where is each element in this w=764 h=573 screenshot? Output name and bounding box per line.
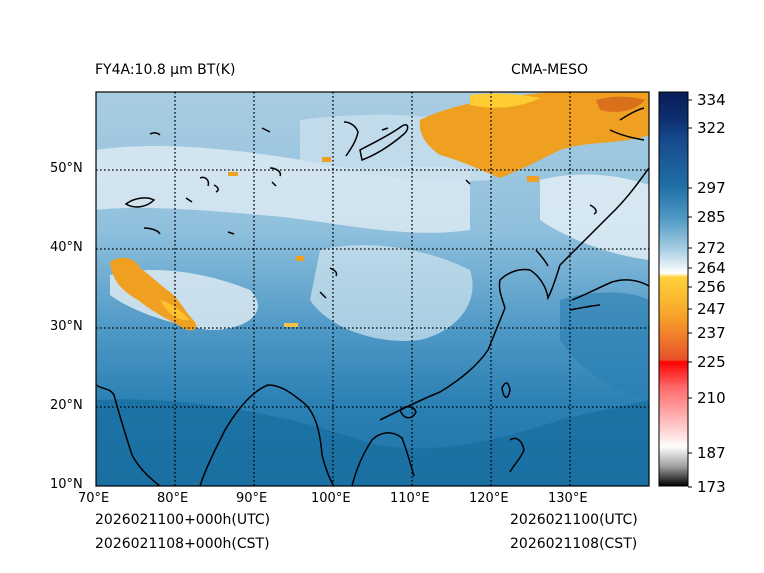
colorbar-label-225: 225 <box>697 353 726 371</box>
lon-tick-70: 70°E <box>78 491 110 506</box>
lat-tick-50: 50°N <box>50 161 83 176</box>
colorbar-label-210: 210 <box>697 389 726 407</box>
colorbar <box>658 91 689 487</box>
lon-tick-110: 110°E <box>390 491 430 506</box>
map-frame <box>95 91 650 487</box>
lat-tick-40: 40°N <box>50 240 83 255</box>
lon-tick-130: 130°E <box>548 491 588 506</box>
brightness-temperature-field <box>96 92 649 486</box>
colorbar-ticks <box>688 99 692 488</box>
colorbar-label-237: 237 <box>697 324 726 342</box>
valid-time-cst: 2026021108(CST) <box>510 536 638 552</box>
lon-tick-90: 90°E <box>236 491 268 506</box>
colorbar-label-322: 322 <box>697 119 726 137</box>
valid-time-utc: 2026021100(UTC) <box>510 512 638 528</box>
colorbar-label-256: 256 <box>697 278 726 296</box>
model-title: CMA-MESO <box>511 62 589 78</box>
lat-tick-30: 30°N <box>50 319 83 334</box>
colorbar-label-334: 334 <box>697 91 726 109</box>
colorbar-label-285: 285 <box>697 208 726 226</box>
product-title: FY4A:10.8 µm BT(K) <box>95 62 236 78</box>
lat-tick-20: 20°N <box>50 398 83 413</box>
lon-tick-120: 120°E <box>469 491 509 506</box>
colorbar-label-187: 187 <box>697 444 726 462</box>
colorbar-label-173: 173 <box>697 478 726 496</box>
colorbar-label-264: 264 <box>697 259 726 277</box>
lon-tick-80: 80°E <box>157 491 189 506</box>
coastlines <box>96 107 649 486</box>
init-time-utc: 2026021100+000h(UTC) <box>95 512 271 528</box>
colorbar-label-247: 247 <box>697 300 726 318</box>
colorbar-label-272: 272 <box>697 239 726 257</box>
init-time-cst: 2026021108+000h(CST) <box>95 536 270 552</box>
graticule <box>96 92 649 486</box>
lon-tick-100: 100°E <box>311 491 351 506</box>
colorbar-label-297: 297 <box>697 179 726 197</box>
lat-tick-10: 10°N <box>50 477 83 492</box>
